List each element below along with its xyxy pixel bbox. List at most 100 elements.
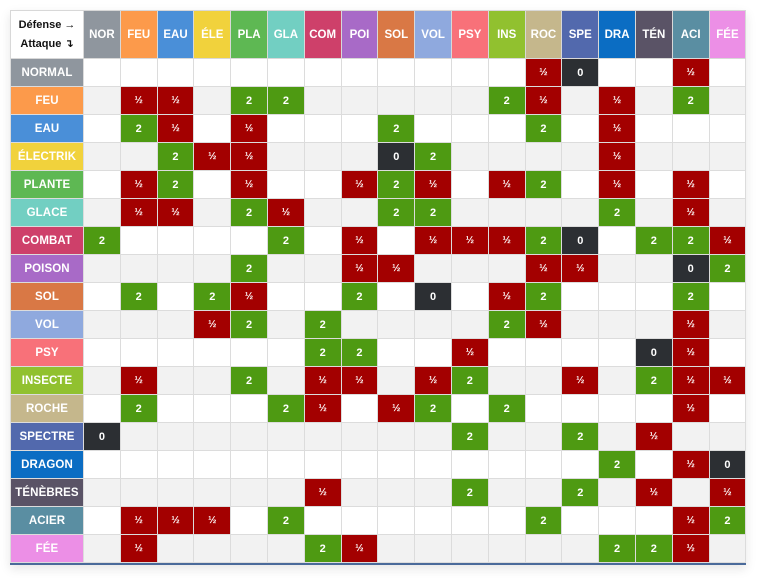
effectiveness-cell bbox=[83, 198, 121, 227]
effectiveness-cell bbox=[487, 506, 526, 535]
column-header: ROC bbox=[524, 10, 563, 59]
effectiveness-cell: 0 bbox=[377, 142, 416, 171]
effectiveness-cell bbox=[193, 338, 232, 367]
effectiveness-cell bbox=[377, 534, 416, 563]
effectiveness-cell bbox=[524, 394, 563, 423]
effectiveness-cell: ½ bbox=[671, 366, 710, 395]
effectiveness-cell: ½ bbox=[671, 170, 710, 199]
effectiveness-cell bbox=[303, 142, 342, 171]
effectiveness-cell bbox=[414, 58, 452, 87]
effectiveness-cell bbox=[708, 338, 747, 367]
effectiveness-cell bbox=[598, 394, 636, 423]
effectiveness-cell bbox=[708, 142, 747, 171]
effectiveness-cell bbox=[303, 506, 342, 535]
effectiveness-cell bbox=[377, 450, 416, 479]
effectiveness-cell bbox=[119, 226, 158, 255]
effectiveness-cell bbox=[561, 86, 600, 115]
effectiveness-cell: 2 bbox=[414, 198, 452, 227]
effectiveness-cell bbox=[230, 422, 268, 451]
effectiveness-cell: 2 bbox=[83, 226, 121, 255]
effectiveness-cell: ½ bbox=[524, 310, 563, 339]
effectiveness-cell bbox=[303, 450, 342, 479]
effectiveness-cell: ½ bbox=[708, 366, 747, 395]
effectiveness-cell bbox=[524, 422, 563, 451]
row-header: EAU bbox=[10, 114, 84, 143]
row-header: ÉLECTRIK bbox=[10, 142, 84, 171]
row-header: NORMAL bbox=[10, 58, 84, 87]
effectiveness-cell bbox=[119, 58, 158, 87]
effectiveness-cell bbox=[561, 506, 600, 535]
effectiveness-cell bbox=[266, 366, 305, 395]
defense-axis-label: Défense → bbox=[18, 18, 76, 31]
effectiveness-cell bbox=[230, 394, 268, 423]
table-row: TÉNÈBRES ½ 2 2 ½ ½ bbox=[10, 478, 747, 507]
effectiveness-cell bbox=[450, 198, 489, 227]
effectiveness-cell: 2 bbox=[598, 450, 636, 479]
effectiveness-cell bbox=[487, 534, 526, 563]
effectiveness-cell: ½ bbox=[598, 142, 636, 171]
column-header: FEU bbox=[119, 10, 158, 59]
effectiveness-cell bbox=[230, 506, 268, 535]
effectiveness-cell bbox=[340, 506, 379, 535]
effectiveness-cell bbox=[450, 114, 489, 143]
effectiveness-cell: ½ bbox=[450, 226, 489, 255]
corner-cell: Défense → Attaque ↴ bbox=[10, 10, 84, 59]
effectiveness-cell bbox=[377, 422, 416, 451]
row-header: POISON bbox=[10, 254, 84, 283]
effectiveness-cell bbox=[377, 86, 416, 115]
effectiveness-cell bbox=[634, 170, 673, 199]
effectiveness-cell bbox=[156, 394, 195, 423]
effectiveness-cell bbox=[598, 422, 636, 451]
effectiveness-cell: 2 bbox=[561, 422, 600, 451]
effectiveness-cell bbox=[450, 282, 489, 311]
effectiveness-cell bbox=[230, 534, 268, 563]
effectiveness-cell bbox=[119, 142, 158, 171]
effectiveness-cell bbox=[303, 86, 342, 115]
effectiveness-cell: ½ bbox=[414, 170, 452, 199]
effectiveness-cell bbox=[598, 254, 636, 283]
effectiveness-cell bbox=[634, 86, 673, 115]
effectiveness-cell: 0 bbox=[671, 254, 710, 283]
table-row: PSY 2 2 ½ 0 ½ bbox=[10, 338, 747, 367]
row-header: PSY bbox=[10, 338, 84, 367]
column-header: ACI bbox=[671, 10, 710, 59]
effectiveness-cell bbox=[487, 366, 526, 395]
type-effectiveness-table: Défense → Attaque ↴ NOR FEU EAU ÉLE PLA GLA CO… bbox=[10, 10, 747, 563]
effectiveness-cell bbox=[414, 338, 452, 367]
effectiveness-cell: ½ bbox=[671, 338, 710, 367]
effectiveness-cell: 2 bbox=[340, 282, 379, 311]
effectiveness-cell: 0 bbox=[414, 282, 452, 311]
column-header: FÉE bbox=[708, 10, 747, 59]
table-row: SOL 2 2 ½ 2 0 ½ 2 2 bbox=[10, 282, 747, 311]
effectiveness-cell bbox=[340, 58, 379, 87]
effectiveness-cell bbox=[634, 394, 673, 423]
column-header: EAU bbox=[156, 10, 195, 59]
effectiveness-cell bbox=[266, 142, 305, 171]
column-header: PLA bbox=[230, 10, 268, 59]
effectiveness-cell bbox=[598, 310, 636, 339]
column-header: GLA bbox=[266, 10, 305, 59]
effectiveness-cell bbox=[708, 58, 747, 87]
effectiveness-cell bbox=[487, 254, 526, 283]
effectiveness-cell bbox=[340, 86, 379, 115]
effectiveness-cell bbox=[193, 534, 232, 563]
table-row: FÉE ½ 2 ½ 2 2 ½ bbox=[10, 534, 747, 563]
effectiveness-cell bbox=[487, 422, 526, 451]
effectiveness-cell bbox=[450, 254, 489, 283]
effectiveness-cell bbox=[671, 422, 710, 451]
effectiveness-cell bbox=[156, 478, 195, 507]
effectiveness-cell: 2 bbox=[377, 198, 416, 227]
column-header: PSY bbox=[450, 10, 489, 59]
effectiveness-cell bbox=[83, 86, 121, 115]
effectiveness-cell: ½ bbox=[340, 254, 379, 283]
row-header: FEU bbox=[10, 86, 84, 115]
effectiveness-cell bbox=[193, 114, 232, 143]
effectiveness-cell bbox=[303, 422, 342, 451]
effectiveness-cell bbox=[156, 226, 195, 255]
effectiveness-cell bbox=[708, 170, 747, 199]
effectiveness-cell: 2 bbox=[230, 86, 268, 115]
effectiveness-cell bbox=[340, 142, 379, 171]
effectiveness-cell: ½ bbox=[119, 198, 158, 227]
effectiveness-cell: ½ bbox=[414, 366, 452, 395]
column-header: VOL bbox=[414, 10, 452, 59]
